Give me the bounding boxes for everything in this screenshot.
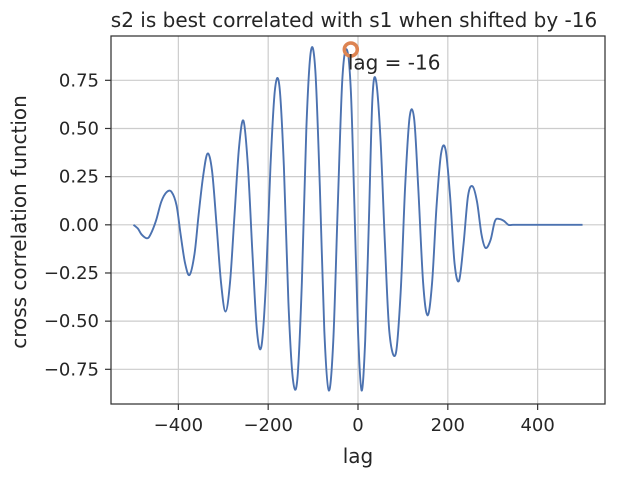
- peak-marker: [342, 41, 360, 58]
- y-axis-ticks: −0.75 −0.50 −0.25 0.00 0.25 0.50 0.75: [44, 70, 111, 380]
- series-line-0: [132, 46, 583, 392]
- y-tick-label: 0.50: [59, 118, 99, 139]
- x-tick-label: −200: [243, 415, 292, 436]
- y-tick-label: 0.25: [59, 167, 99, 188]
- x-axis-ticks: −400 −200 0 200 400: [154, 404, 555, 436]
- y-tick-label: −0.50: [44, 311, 99, 332]
- x-axis-label: lag: [343, 444, 374, 468]
- chart-title: s2 is best correlated with s1 when shift…: [111, 8, 597, 32]
- x-tick-label: 400: [520, 415, 554, 436]
- x-tick-label: 0: [352, 415, 363, 436]
- y-tick-label: 0.75: [59, 70, 99, 91]
- y-axis-label: cross correlation function: [7, 95, 31, 349]
- y-tick-label: 0.00: [59, 215, 99, 236]
- x-tick-label: 200: [431, 415, 465, 436]
- series-layer: [132, 46, 583, 392]
- annotation-label: lag = -16: [348, 50, 441, 74]
- y-tick-label: −0.75: [44, 359, 99, 380]
- y-tick-label: −0.25: [44, 263, 99, 284]
- x-tick-label: −400: [154, 415, 203, 436]
- marker-layer: [342, 41, 360, 58]
